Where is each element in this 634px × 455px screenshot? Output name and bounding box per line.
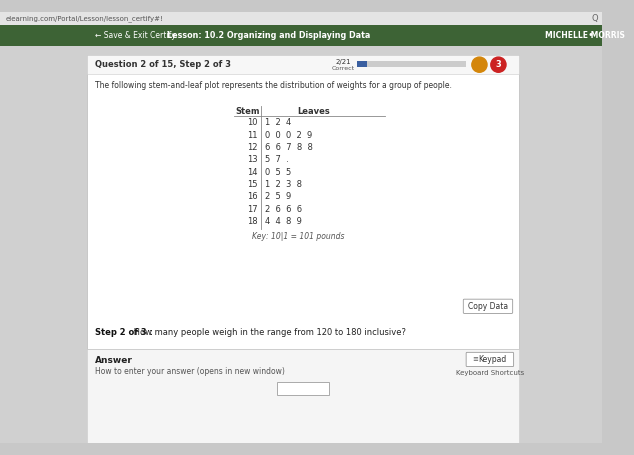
Text: Answer: Answer	[95, 356, 133, 365]
Text: 1  2  3  8: 1 2 3 8	[265, 180, 302, 189]
Text: ← Save & Exit Certify: ← Save & Exit Certify	[95, 31, 176, 40]
Bar	[87, 55, 519, 74]
Text: Copy Data: Copy Data	[468, 302, 508, 311]
Text: 18: 18	[247, 217, 257, 226]
Text: 1  2  4: 1 2 4	[265, 118, 291, 127]
Text: ≡: ≡	[472, 356, 478, 363]
Bar	[357, 61, 466, 67]
Text: 3: 3	[496, 60, 501, 69]
Text: elearning.com/Portal/Lesson/lesson_certify#!: elearning.com/Portal/Lesson/lesson_certi…	[6, 15, 164, 21]
Text: 12: 12	[247, 143, 257, 152]
Text: 16: 16	[247, 192, 257, 201]
Text: 2  5  9: 2 5 9	[265, 192, 291, 201]
FancyBboxPatch shape	[466, 352, 514, 367]
Circle shape	[472, 57, 487, 72]
Text: 15: 15	[247, 180, 257, 189]
Text: 5  7  .: 5 7 .	[265, 155, 288, 164]
Text: Correct: Correct	[332, 66, 355, 71]
Text: The following stem-and-leaf plot represents the distribution of weights for a gr: The following stem-and-leaf plot represe…	[95, 81, 452, 90]
Bar	[0, 25, 602, 46]
Text: 17: 17	[247, 205, 257, 214]
Text: 0  0  0  2  9: 0 0 0 2 9	[265, 131, 312, 140]
Text: 4  4  8  9: 4 4 8 9	[265, 217, 302, 226]
Text: Keyboard Shortcuts: Keyboard Shortcuts	[456, 370, 524, 376]
Bar	[0, 11, 602, 25]
Bar	[277, 382, 330, 395]
Text: 10: 10	[247, 118, 257, 127]
Text: •: •	[588, 30, 593, 40]
Text: Question 2 of 15, Step 2 of 3: Question 2 of 15, Step 2 of 3	[95, 60, 231, 69]
Text: How to enter your answer (opens in new window): How to enter your answer (opens in new w…	[95, 367, 285, 376]
Text: 2/21: 2/21	[336, 59, 351, 65]
Text: Keypad: Keypad	[479, 355, 507, 364]
Text: 0  5  5: 0 5 5	[265, 167, 291, 177]
Text: 2  6  6  6: 2 6 6 6	[265, 205, 302, 214]
Text: 13: 13	[247, 155, 257, 164]
Circle shape	[491, 57, 506, 72]
Text: Q: Q	[591, 14, 598, 23]
Text: How many people weigh in the range from 120 to 180 inclusive?: How many people weigh in the range from …	[131, 328, 406, 337]
Bar	[357, 61, 368, 67]
Bar	[87, 55, 519, 349]
Text: MICHELLE MORRIS: MICHELLE MORRIS	[545, 31, 625, 40]
Text: Stem: Stem	[236, 107, 260, 116]
Text: 11: 11	[247, 131, 257, 140]
Bar	[87, 349, 519, 444]
Text: Step 2 of 3 :: Step 2 of 3 :	[95, 328, 153, 337]
Text: Key: 10|1 = 101 pounds: Key: 10|1 = 101 pounds	[252, 232, 344, 241]
Text: 6  6  7  8  8: 6 6 7 8 8	[265, 143, 313, 152]
Text: 14: 14	[247, 167, 257, 177]
FancyBboxPatch shape	[463, 299, 513, 313]
Text: Lesson: 10.2 Organizing and Displaying Data: Lesson: 10.2 Organizing and Displaying D…	[167, 31, 370, 40]
Text: Leaves: Leaves	[297, 107, 330, 116]
